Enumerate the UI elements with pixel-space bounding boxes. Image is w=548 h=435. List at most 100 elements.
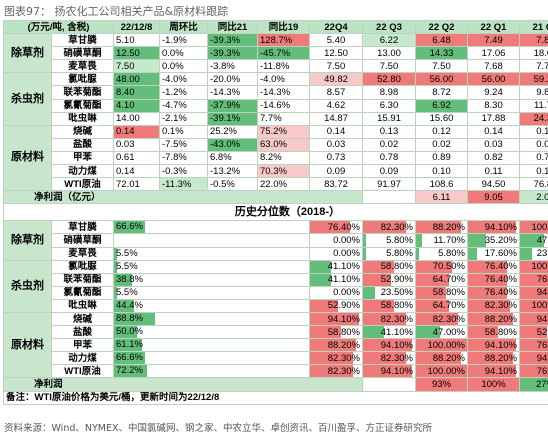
value-cell: 7.50 (362, 59, 416, 74)
percentile-cell: 94.10% (519, 351, 548, 366)
header-cell: 22 Q3 (362, 19, 416, 35)
percentile-bar-wrap: 61.1% (114, 339, 161, 351)
profit-row: 净利润 93%100%27% (3, 377, 548, 392)
value-cell: 9.05 (467, 190, 520, 205)
percentile-bar (416, 274, 449, 286)
group-label: 除草剂 (3, 33, 52, 74)
percentile-cell: 61.1% (113, 338, 310, 353)
percentile-value: 82.30% (380, 221, 413, 233)
percentile-cell: 82.30% (362, 311, 416, 327)
value-cell: 8.30 (467, 98, 520, 113)
table-body: (万元/吨, 含税) 22/12/8 周环比 同比21 同比19 22Q4 22 Q3 22 … (3, 19, 548, 405)
percentile-bar (416, 261, 452, 273)
product-name: WTI原油 (51, 364, 114, 379)
percentile-value: 5.80% (386, 248, 413, 260)
value-cell: -4.0% (159, 72, 208, 87)
percentile-bar (114, 287, 117, 299)
value-cell: 9.86 (519, 85, 548, 100)
percentile-cell: 47.00% (519, 233, 548, 248)
percentile-cell: 100.00% (415, 338, 468, 353)
percentile-cell: 41.10% (362, 325, 416, 340)
product-name: 氯氰菊酯 (51, 98, 114, 113)
value-cell: 56.00 (415, 72, 468, 87)
value-cell: 7.89 (519, 33, 548, 48)
percentile-cell: 100.00% (519, 220, 548, 235)
percentile-cell: 88.20% (467, 351, 520, 366)
percentile-bar (310, 365, 353, 377)
value-cell: 94.50 (467, 177, 520, 192)
table-row: 盐酸 0.03 -7.5% -43.0% 63.0% 0.03 0.02 0.02 0.03 0.… (4, 137, 548, 152)
percentile-bar (468, 287, 507, 299)
percentile-bar (468, 313, 513, 325)
percentile-value: 64.70% (432, 300, 465, 312)
percentile-value: 23.50% (380, 287, 413, 299)
percentile-bar (114, 326, 137, 338)
percentile-bar (310, 274, 332, 286)
percentile-bar (468, 352, 513, 364)
product-name: 麦草畏 (51, 59, 114, 74)
percentile-bar (363, 300, 394, 312)
percentile-value: 41.10% (380, 326, 413, 338)
percentile-value: 23.50% (536, 248, 548, 260)
percentile-bar (310, 326, 341, 338)
percentile-bar-wrap: 66.6% (114, 352, 161, 364)
percentile-cell: 94.10% (519, 311, 548, 327)
percentile-value: 76.40% (484, 274, 517, 286)
table-row: 除草剂 草甘膦 5.10 -1.9% -39.3% 128.7% 5.40 6.22 6.48 7… (3, 33, 548, 74)
percentile-bar (363, 221, 406, 233)
value-cell: 4.62 (309, 98, 363, 113)
table-row: 甲苯0.61-7.8%6.8%8.2%0.730.780.890.820.70 (4, 150, 548, 166)
profit-label: 净利润 (3, 377, 363, 392)
value-cell: 0.14 (519, 124, 548, 139)
percentile-value: 58.80% (380, 300, 413, 312)
value-cell: 83.72 (309, 177, 363, 192)
value-cell: 56.00 (467, 72, 520, 87)
percentile-value: 44.4% (116, 299, 143, 311)
percentile-bar (468, 261, 507, 273)
percentile-value: 52.90% (327, 300, 360, 312)
percentile-bar-wrap: 38.8% (114, 273, 161, 286)
product-name: 盐酸 (51, 325, 114, 340)
percentile-cell: 76.40% (467, 272, 520, 287)
percentile-bar (114, 221, 145, 233)
value-cell: 24.39 (519, 111, 548, 126)
percentile-value: 38.8% (116, 273, 143, 285)
percentile-value: 94.10% (484, 221, 517, 233)
percentile-cell: 44.4% (113, 298, 310, 313)
percentile-value: 76.40% (536, 339, 548, 351)
table-row: 吡虫啉 14.00 -2.1% -39.1% 7.7% 14.87 15.91 15.60 17… (4, 111, 548, 126)
value-cell: 0.09 (309, 164, 363, 179)
percentile-bar (310, 339, 356, 351)
percentile-cell: 5.80% (362, 246, 416, 261)
percentile-cell: 66.6% (113, 351, 310, 366)
value-cell: 14.33 (415, 46, 468, 61)
percentile-value: 0.00% (333, 287, 360, 299)
group-label: 除草剂 (3, 220, 52, 261)
value-cell: 0.03 (519, 137, 548, 152)
percentile-bar (468, 365, 516, 377)
percentile-value: 66.6% (116, 352, 143, 364)
percentile-bar (114, 261, 117, 273)
percentile-value: 76.40% (536, 365, 548, 377)
section-title: 历史分位数（2018-） (3, 203, 548, 222)
value-cell: 128.7% (257, 33, 310, 48)
value-cell: 91.97 (362, 177, 416, 192)
product-name: 草甘膦 (51, 33, 114, 48)
percentile-value: 50.0% (116, 326, 143, 338)
percentile-cell: 82.30% (309, 364, 363, 379)
percentile-cell: 23.50% (362, 285, 416, 300)
percentile-cell: 82.30% (415, 311, 468, 327)
footnote-row: 备注：WTI原油价格为美元/桶，更新时间为22/12/8 (3, 390, 548, 405)
percentile-cell: 66.6% (113, 220, 310, 235)
percentile-value: 88.20% (432, 352, 465, 364)
value-cell: -45.7% (257, 46, 310, 61)
value-cell: -13.2% (207, 164, 258, 179)
value-cell: 0.02 (415, 137, 468, 152)
value-cell: 0.0% (159, 46, 208, 61)
percentile-value: 11.70% (433, 234, 465, 246)
